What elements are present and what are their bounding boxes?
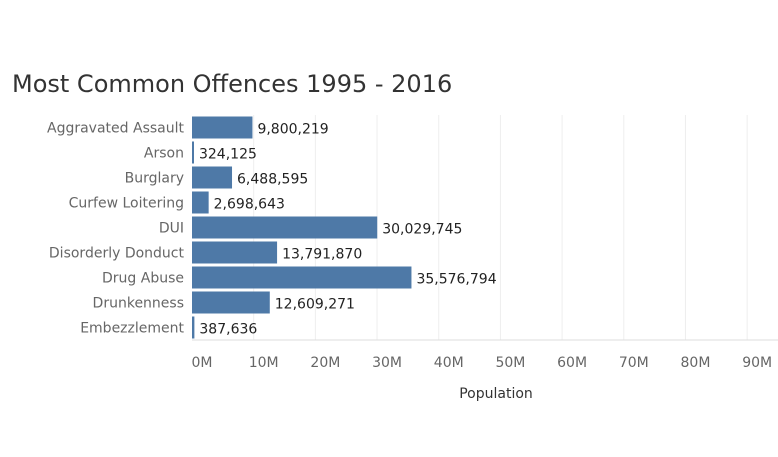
x-tick-label: 50M (495, 355, 525, 371)
bar (192, 216, 378, 239)
bar (192, 291, 270, 314)
x-tick-label: 60M (557, 355, 587, 371)
x-tick-label: 40M (434, 355, 464, 371)
data-label: 35,576,794 (416, 272, 496, 288)
category-label: Curfew Loitering (69, 196, 184, 212)
category-label: DUI (159, 221, 184, 237)
bars (192, 116, 412, 339)
bar (192, 241, 278, 264)
data-label: 6,488,595 (237, 172, 308, 188)
category-label: Drunkenness (93, 296, 184, 312)
data-label: 30,029,745 (382, 222, 462, 238)
data-label: 13,791,870 (282, 247, 362, 263)
bar (192, 166, 233, 189)
bar (192, 266, 412, 289)
data-label: 9,800,219 (257, 122, 328, 138)
x-tick-label: 80M (681, 355, 711, 371)
x-tick-label: 0M (192, 355, 213, 371)
bar (192, 116, 253, 139)
x-tick-label: 30M (372, 355, 402, 371)
x-tick-label: 90M (742, 355, 772, 371)
bar (192, 191, 209, 214)
category-label: Arson (144, 146, 184, 162)
category-label: Disorderly Donduct (49, 246, 185, 262)
data-label: 12,609,271 (275, 297, 355, 313)
bar (192, 316, 195, 339)
category-label: Aggravated Assault (47, 121, 184, 137)
data-label: 2,698,643 (214, 197, 285, 213)
x-tick-label: 70M (619, 355, 649, 371)
data-label: 387,636 (199, 322, 257, 338)
x-axis-ticks: 0M 10M 20M 30M 40M 50M 60M 70M 80M 90M (192, 355, 773, 371)
x-axis-title: Population (459, 386, 533, 402)
category-label: Burglary (125, 171, 184, 187)
x-tick-label: 10M (249, 355, 279, 371)
category-label: Drug Abuse (102, 271, 184, 287)
x-tick-label: 20M (310, 355, 340, 371)
chart-title: Most Common Offences 1995 - 2016 (12, 70, 453, 98)
category-label: Embezzlement (80, 321, 184, 337)
bar (192, 141, 194, 164)
data-label: 324,125 (199, 147, 257, 163)
category-labels: Aggravated Assault Arson Burglary Curfew Lo… (47, 121, 185, 337)
